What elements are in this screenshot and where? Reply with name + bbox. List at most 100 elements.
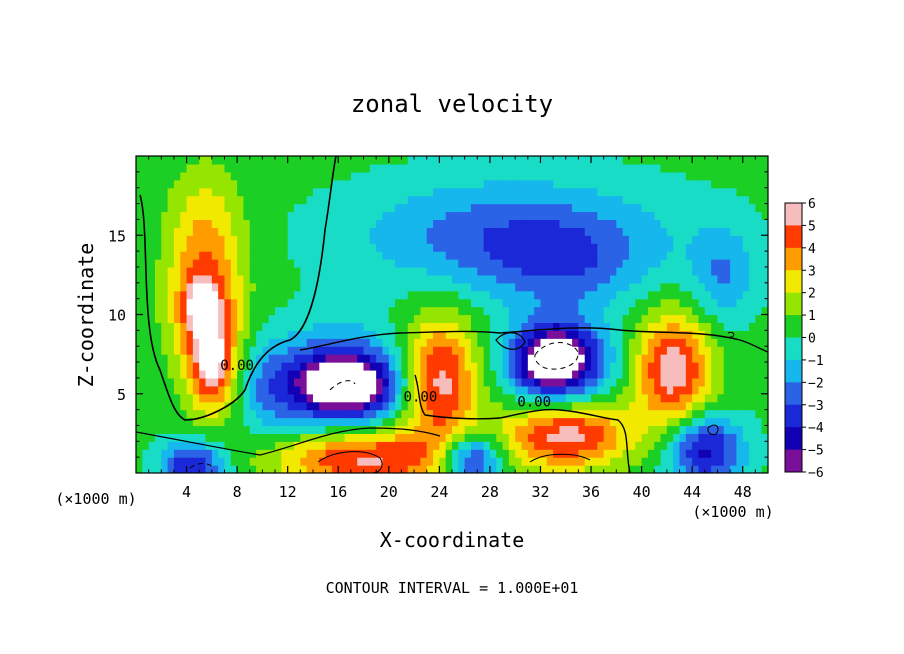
heatmap-cell (426, 211, 434, 220)
heatmap-cell (698, 298, 706, 308)
heatmap-cell (338, 266, 346, 276)
heatmap-cell (344, 203, 352, 213)
heatmap-cell (287, 393, 295, 403)
heatmap-cell (312, 259, 320, 268)
heatmap-cell (331, 195, 339, 205)
heatmap-cell (565, 393, 573, 403)
heatmap-cell (319, 266, 327, 276)
x-tick-label: 40 (633, 483, 651, 501)
heatmap-cell (363, 449, 371, 458)
heatmap-cell (363, 377, 371, 387)
heatmap-cell (148, 179, 156, 189)
heatmap-cell (660, 409, 668, 419)
heatmap-cell (458, 369, 466, 379)
heatmap-cell (685, 346, 693, 355)
heatmap-cell (287, 156, 295, 165)
heatmap-cell (420, 298, 428, 308)
heatmap-cell (603, 195, 611, 205)
heatmap-cell (154, 441, 162, 450)
heatmap-cell (173, 441, 181, 450)
heatmap-cell (237, 203, 245, 213)
heatmap-cell (616, 298, 624, 308)
heatmap-cell (527, 227, 535, 236)
heatmap-cell (546, 465, 554, 473)
heatmap-cell (654, 314, 662, 324)
heatmap-cell (445, 259, 453, 268)
heatmap-cell (755, 187, 763, 197)
heatmap-cell (439, 156, 447, 165)
heatmap-cell (749, 179, 756, 189)
heatmap-cell (711, 290, 719, 300)
heatmap-cell (673, 441, 681, 450)
heatmap-cell (565, 290, 573, 300)
heatmap-cell (603, 433, 611, 442)
heatmap-cell (666, 282, 674, 292)
heatmap-cell (666, 298, 674, 308)
heatmap-cell (192, 195, 200, 205)
heatmap-cell (565, 274, 573, 284)
heatmap-cell (243, 211, 251, 220)
heatmap-cell (534, 385, 542, 395)
heatmap-cell (464, 251, 472, 260)
heatmap-cell (275, 322, 282, 331)
heatmap-cell (496, 441, 504, 450)
heatmap-cell (167, 330, 175, 339)
heatmap-cell (262, 441, 270, 450)
heatmap-cell (616, 219, 624, 228)
heatmap-cell (180, 457, 188, 466)
heatmap-cell (199, 259, 207, 268)
heatmap-cell (382, 211, 390, 220)
heatmap-cell (515, 187, 523, 197)
heatmap-cell (559, 322, 567, 331)
heatmap-cell (186, 338, 194, 347)
heatmap-cell (249, 338, 257, 347)
heatmap-cell (167, 457, 175, 466)
heatmap-cell (591, 203, 598, 213)
heatmap-cell (603, 377, 611, 387)
heatmap-cell (281, 203, 289, 213)
heatmap-cell (603, 243, 611, 252)
heatmap-cell (704, 457, 712, 466)
heatmap-cell (211, 187, 219, 197)
heatmap-cell (730, 409, 737, 419)
heatmap-cell (338, 369, 346, 379)
heatmap-cell (483, 243, 491, 252)
heatmap-cell (628, 465, 636, 473)
heatmap-cell (692, 195, 700, 205)
heatmap-cell (666, 171, 674, 181)
heatmap-cell (268, 156, 276, 165)
heatmap-cell (698, 354, 706, 363)
heatmap-cell (641, 211, 649, 220)
heatmap-cell (218, 433, 226, 442)
heatmap-cell (445, 425, 453, 434)
heatmap-cell (692, 266, 700, 276)
heatmap-cell (540, 417, 548, 427)
heatmap-cell (534, 179, 542, 189)
heatmap-cell (224, 203, 232, 213)
heatmap-cell (395, 465, 403, 473)
colorbar-swatch (785, 292, 802, 316)
heatmap-cell (553, 306, 561, 316)
heatmap-cell (628, 354, 636, 363)
heatmap-cell (742, 354, 750, 363)
heatmap-cell (717, 251, 725, 260)
heatmap-cell (426, 354, 434, 363)
heatmap-cell (610, 385, 617, 395)
heatmap-cell (363, 417, 371, 427)
heatmap-cell (262, 377, 270, 387)
heatmap-cell (622, 219, 630, 228)
heatmap-cell (483, 449, 491, 458)
heatmap-cell (730, 441, 737, 450)
heatmap-cell (666, 251, 674, 260)
heatmap-cell (527, 465, 535, 473)
heatmap-cell (192, 259, 200, 268)
heatmap-cell (477, 433, 485, 442)
heatmap-cell (363, 282, 371, 292)
heatmap-cell (433, 362, 440, 371)
heatmap-cell (723, 266, 731, 276)
heatmap-cell (142, 306, 150, 316)
heatmap-cell (660, 156, 668, 165)
heatmap-cell (515, 338, 523, 347)
heatmap-cell (666, 409, 674, 419)
heatmap-cell (180, 156, 188, 165)
